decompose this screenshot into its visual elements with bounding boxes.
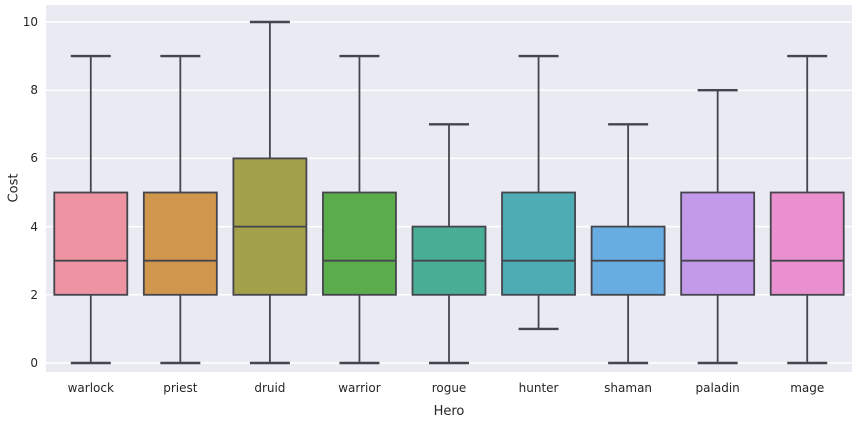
box-warrior bbox=[322, 191, 397, 296]
x-tick-label-priest: priest bbox=[163, 381, 198, 395]
y-tick-label-10: 10 bbox=[22, 15, 38, 29]
x-tick-label-rogue: rogue bbox=[431, 381, 467, 395]
box-hunter bbox=[501, 191, 576, 296]
y-tick-label-2: 2 bbox=[30, 287, 38, 302]
x-tick-label-shaman: shaman bbox=[604, 381, 653, 395]
y-axis-label: Cost bbox=[6, 173, 22, 203]
x-tick-label-paladin: paladin bbox=[695, 381, 740, 395]
y-tick-label-6: 6 bbox=[30, 151, 38, 166]
box-mage bbox=[769, 191, 845, 296]
x-tick-label-hunter: hunter bbox=[518, 381, 559, 395]
box-warlock bbox=[53, 191, 129, 296]
x-tick-label-mage: mage bbox=[790, 381, 825, 395]
y-tick-label-8: 8 bbox=[30, 83, 38, 98]
y-tick-label-4: 4 bbox=[30, 219, 38, 234]
x-tick-label-warlock: warlock bbox=[67, 381, 114, 395]
box-paladin bbox=[680, 191, 756, 296]
x-tick-label-druid: druid bbox=[254, 381, 286, 395]
box-priest bbox=[142, 191, 218, 296]
x-axis-label: Hero bbox=[433, 404, 465, 419]
x-tick-label-warrior: warrior bbox=[338, 381, 381, 395]
y-tick-label-0: 0 bbox=[30, 356, 38, 370]
